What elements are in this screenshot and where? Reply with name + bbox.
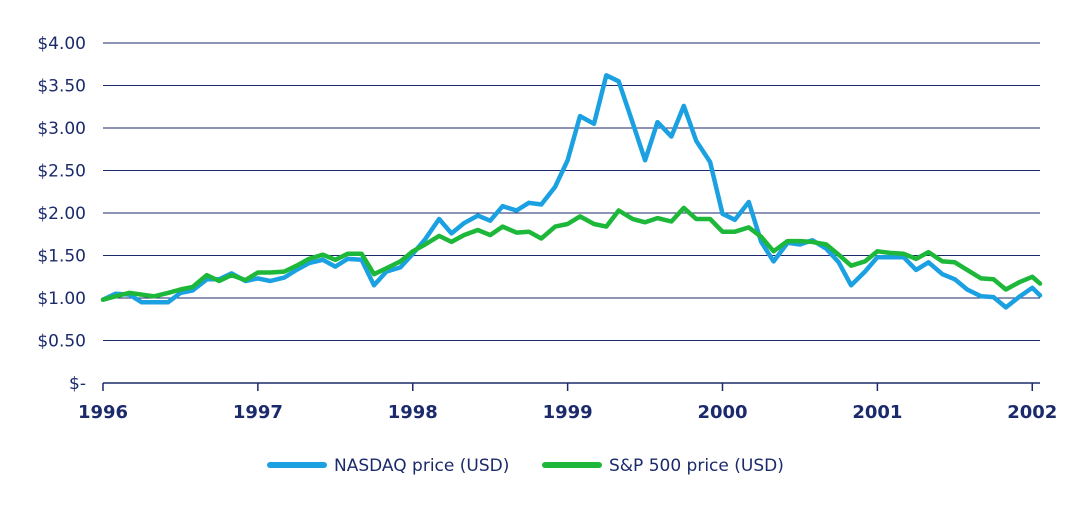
y-tick-label: $- xyxy=(69,374,86,394)
series-line-sp500 xyxy=(100,205,1043,302)
y-tick-label: $2.00 xyxy=(37,204,86,224)
x-axis: 1996 1997 1998 1999 2000 2001 2002 xyxy=(78,382,1057,423)
y-tick-label: $1.00 xyxy=(37,289,86,309)
y-axis: $4.00 $3.50 $3.00 $2.50 $2.00 $1.50 $1.00 $0.50… xyxy=(37,34,86,394)
y-tick-label: $2.50 xyxy=(37,162,86,182)
y-tick-label: $3.00 xyxy=(37,119,86,139)
x-tick-label: 1998 xyxy=(388,402,438,423)
gridlines xyxy=(103,42,1040,341)
legend: NASDAQ price (USD) S&P 500 price (USD) xyxy=(267,456,784,476)
x-tick-label: 2000 xyxy=(697,402,747,423)
x-tick-label: 2001 xyxy=(852,402,902,423)
x-tick-label: 2002 xyxy=(1007,402,1057,423)
y-tick-label: $3.50 xyxy=(37,77,86,97)
y-tick-label: $0.50 xyxy=(37,332,86,352)
series-lines xyxy=(100,73,1043,310)
x-tick-label: 1999 xyxy=(543,402,593,423)
legend-label-nasdaq: NASDAQ price (USD) xyxy=(334,456,509,476)
x-tick-label: 1996 xyxy=(78,402,128,423)
y-tick-label: $1.50 xyxy=(37,247,86,267)
series-line-nasdaq xyxy=(100,73,1043,310)
legend-label-sp500: S&P 500 price (USD) xyxy=(609,456,784,476)
x-tick-label: 1997 xyxy=(233,402,283,423)
y-tick-label: $4.00 xyxy=(37,34,86,54)
